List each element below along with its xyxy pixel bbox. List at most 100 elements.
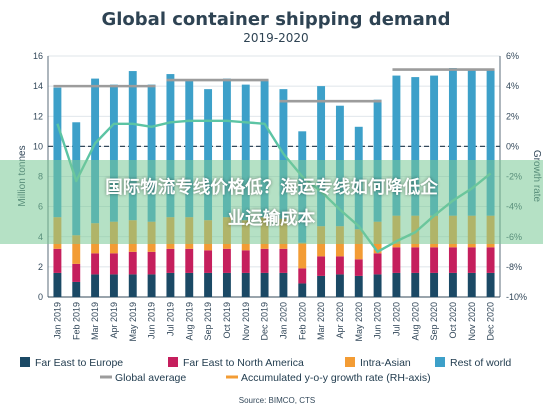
bar-segment bbox=[91, 253, 100, 275]
bar-segment bbox=[411, 272, 420, 297]
bar-segment bbox=[392, 272, 401, 297]
overlay-banner: 国际物流专线价格低？海运专线如何降低企 业运输成本 bbox=[0, 160, 543, 244]
x-tick-label: May 2019 bbox=[128, 302, 138, 342]
bar-segment bbox=[222, 248, 231, 273]
bar-segment bbox=[430, 247, 439, 273]
bar-segment bbox=[166, 272, 175, 297]
bar-segment bbox=[392, 247, 401, 273]
bar-segment bbox=[448, 247, 457, 273]
bar-segment bbox=[467, 272, 476, 297]
right-tick-label: 6% bbox=[506, 51, 519, 61]
bar-segment bbox=[109, 274, 118, 297]
bar-segment bbox=[53, 248, 62, 273]
left-tick-label: 0 bbox=[38, 292, 43, 302]
bar-segment bbox=[317, 86, 326, 227]
legend-label: Accumulated y-o-y growth rate (RH-axis) bbox=[241, 372, 431, 384]
x-tick-label: Jan 2020 bbox=[278, 302, 288, 339]
x-tick-label: Sep 2020 bbox=[429, 302, 439, 341]
bar-segment bbox=[392, 75, 401, 216]
bar-segment bbox=[373, 274, 382, 297]
bar-segment bbox=[335, 256, 344, 275]
bar-segment bbox=[467, 69, 476, 216]
bar-segment bbox=[222, 272, 231, 297]
overlay-line-1: 国际物流专线价格低？海运专线如何降低企 bbox=[105, 178, 438, 198]
global-average-lines bbox=[53, 68, 495, 103]
legend-swatch bbox=[20, 357, 30, 367]
legend-label: Far East to North America bbox=[183, 357, 304, 369]
bar-segment bbox=[222, 78, 231, 218]
bar-segment bbox=[91, 274, 100, 297]
bar-segment bbox=[354, 229, 363, 260]
x-tick-label: Nov 2020 bbox=[467, 302, 477, 341]
right-tick-label: -10% bbox=[506, 292, 527, 302]
x-tick-label: Aug 2019 bbox=[184, 302, 194, 341]
bar-segment bbox=[185, 248, 194, 273]
legend-swatch bbox=[168, 357, 178, 367]
bar-segment bbox=[241, 250, 250, 273]
x-tick-label: Feb 2019 bbox=[71, 302, 81, 340]
bar-segment bbox=[260, 248, 269, 273]
legend-swatch bbox=[435, 357, 445, 367]
x-tick-label: Apr 2019 bbox=[109, 302, 119, 339]
bar-segment bbox=[373, 253, 382, 275]
left-tick-label: 14 bbox=[33, 81, 43, 91]
x-tick-label: Mar 2019 bbox=[90, 302, 100, 340]
left-tick-label: 12 bbox=[33, 111, 43, 121]
bar-segment bbox=[147, 274, 156, 297]
right-tick-label: 0% bbox=[506, 141, 519, 151]
x-tick-label: Jan 2019 bbox=[52, 302, 62, 339]
bar-segment bbox=[204, 250, 213, 273]
chart-title: Global container shipping demand bbox=[101, 9, 450, 30]
bar-segment bbox=[53, 87, 62, 218]
bar-segment bbox=[448, 272, 457, 297]
x-tick-label: Dec 2019 bbox=[260, 302, 270, 341]
x-tick-label: Jun 2019 bbox=[147, 302, 157, 339]
bar-segment bbox=[241, 272, 250, 297]
bar-segment bbox=[317, 256, 326, 276]
legend-label: Intra-Asian bbox=[360, 357, 411, 369]
bar-segment bbox=[72, 263, 81, 282]
x-tick-label: Dec 2020 bbox=[486, 302, 496, 341]
bar-segment bbox=[354, 259, 363, 276]
bar-segment bbox=[241, 84, 250, 221]
x-tick-label: Sep 2019 bbox=[203, 302, 213, 341]
bar-segment bbox=[128, 274, 137, 297]
bar-segment bbox=[53, 272, 62, 297]
bar-segment bbox=[147, 251, 156, 275]
bar-segment bbox=[448, 68, 457, 216]
axes: 0246810121416-10%-8%-6%-4%-2%0%2%4%6%Jan… bbox=[33, 51, 527, 342]
bar-segment bbox=[298, 242, 307, 269]
bar-segment bbox=[411, 247, 420, 273]
bar-segment bbox=[109, 253, 118, 275]
x-tick-label: Mar 2020 bbox=[316, 302, 326, 340]
right-tick-label: 4% bbox=[506, 81, 519, 91]
bar-segment bbox=[260, 80, 269, 218]
bar-segment bbox=[204, 89, 213, 221]
x-tick-label: Oct 2019 bbox=[222, 302, 232, 339]
x-tick-label: Jul 2019 bbox=[165, 302, 175, 336]
bar-segment bbox=[166, 74, 175, 218]
bar-segment bbox=[317, 275, 326, 297]
chart-subtitle: 2019-2020 bbox=[243, 31, 308, 45]
bar-segment bbox=[128, 71, 137, 221]
overlay-line-2: 业运输成本 bbox=[227, 209, 316, 229]
bar-segment bbox=[72, 235, 81, 264]
x-tick-label: Apr 2020 bbox=[335, 302, 345, 339]
legend-swatch bbox=[345, 357, 355, 367]
bar-segment bbox=[298, 268, 307, 284]
left-tick-label: 16 bbox=[33, 51, 43, 61]
x-tick-label: May 2020 bbox=[354, 302, 364, 342]
bar-segment bbox=[185, 272, 194, 297]
bar-segment bbox=[260, 272, 269, 297]
legend-label: Global average bbox=[115, 372, 186, 384]
bar-segment bbox=[354, 275, 363, 297]
bar-segment bbox=[486, 272, 495, 297]
x-tick-label: Jun 2020 bbox=[373, 302, 383, 339]
bar-segment bbox=[430, 272, 439, 297]
bar-segment bbox=[109, 84, 118, 222]
x-tick-label: Jul 2020 bbox=[391, 302, 401, 336]
x-tick-label: Aug 2020 bbox=[410, 302, 420, 341]
bar-segment bbox=[185, 80, 194, 218]
bar-segment bbox=[298, 283, 307, 297]
bar-segment bbox=[279, 248, 288, 273]
